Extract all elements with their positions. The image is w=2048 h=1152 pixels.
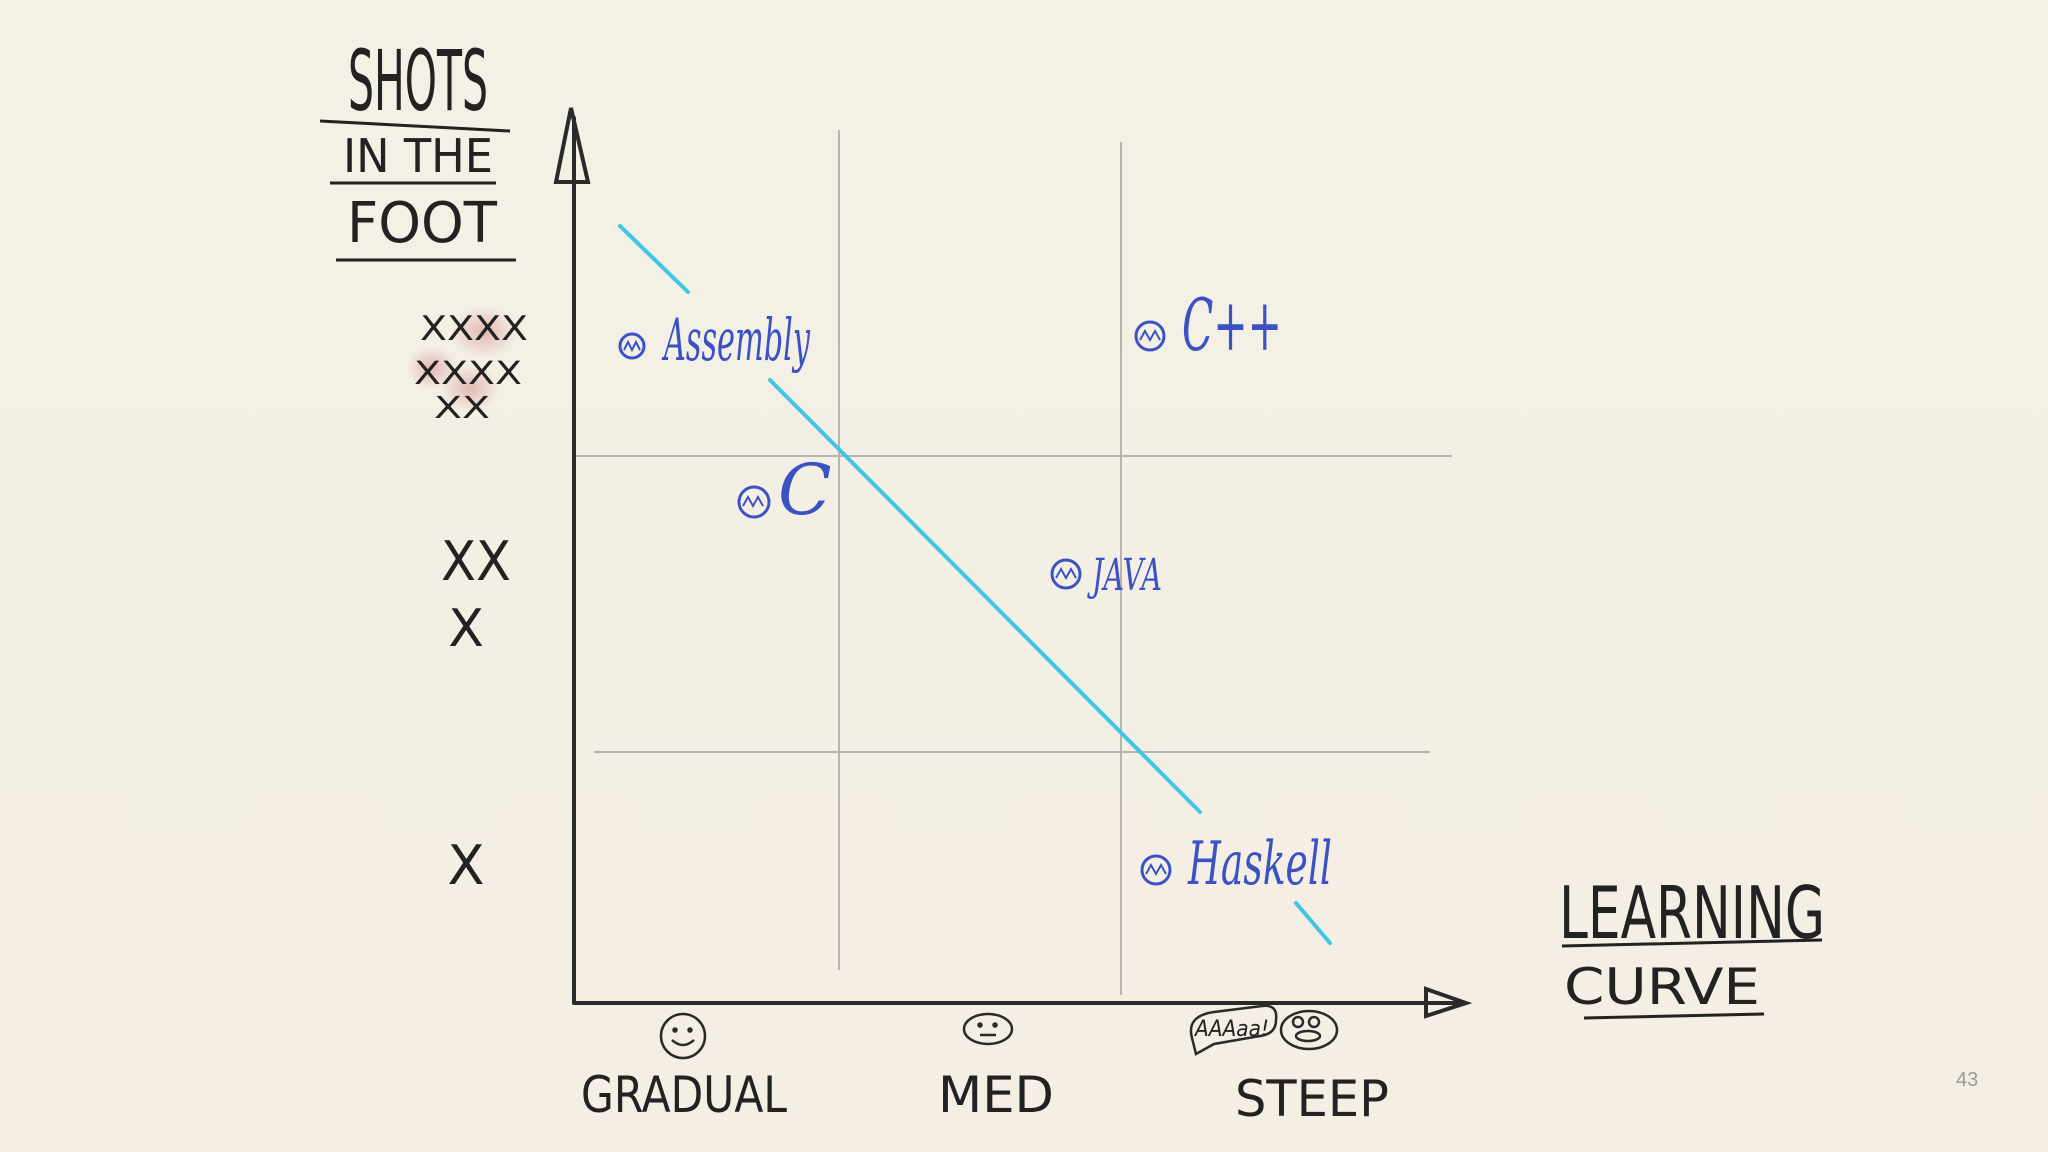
x-tick-gradual: GRADUAL — [581, 1066, 787, 1124]
y-tick-medium-row-1: XX — [441, 530, 511, 593]
dot-icon — [1134, 320, 1166, 352]
y-axis-title-line2: IN THE — [343, 129, 493, 183]
y-axis-title-line1: SHOTS — [348, 32, 488, 130]
label-c: C — [778, 449, 832, 531]
label-haskell: Haskell — [1187, 829, 1332, 899]
grid — [574, 130, 1452, 995]
axes — [553, 107, 1473, 1019]
neutral-face-icon — [962, 1012, 1014, 1046]
language-points: Assembly C++ C JAVA Haskell — [618, 283, 1332, 899]
slide-number: 43 — [1956, 1069, 1979, 1091]
x-tick-steep: STEEP — [1235, 1070, 1389, 1128]
point-assembly: Assembly — [618, 306, 811, 374]
label-java: JAVA — [1087, 550, 1162, 601]
dot-icon — [1140, 854, 1172, 886]
x-axis-title: LEARNING CURVE — [1559, 871, 1825, 1020]
x-axis-arrow-icon — [1424, 986, 1473, 1019]
scream-bubble-text: AAAaa! — [1193, 1017, 1269, 1042]
y-axis-title-line3: FOOT — [347, 191, 498, 256]
trend-line — [618, 224, 1332, 945]
screaming-face-icon — [1279, 1009, 1339, 1051]
dot-icon — [737, 485, 771, 519]
x-axis-title-line2: CURVE — [1564, 958, 1760, 1016]
x-tick-med: MED — [938, 1066, 1054, 1124]
label-assembly: Assembly — [661, 306, 810, 374]
point-java: JAVA — [1050, 550, 1162, 601]
label-cpp: C++ — [1182, 283, 1282, 367]
y-tick-high-row-1: XXXX — [420, 309, 528, 349]
y-ticks: XXXX XXXX XX XX X X — [406, 306, 528, 897]
point-haskell: Haskell — [1140, 829, 1332, 899]
dot-icon — [1050, 558, 1082, 590]
y-tick-high-row-3: XX — [434, 391, 490, 426]
dot-icon — [618, 332, 646, 360]
y-tick-high-row-2: XXXX — [414, 354, 522, 392]
y-axis-arrow-icon — [553, 107, 591, 184]
point-cpp: C++ — [1134, 283, 1282, 367]
point-c: C — [737, 449, 832, 531]
x-ticks: GRADUAL MED AAAaa! STEEP — [581, 1004, 1389, 1128]
y-axis-title: SHOTS IN THE FOOT — [319, 32, 516, 262]
speech-bubble-icon: AAAaa! — [1189, 1004, 1278, 1056]
y-tick-medium-row-2: X — [448, 599, 484, 659]
y-tick-low: X — [448, 834, 485, 897]
smiling-face-icon — [659, 1012, 707, 1060]
